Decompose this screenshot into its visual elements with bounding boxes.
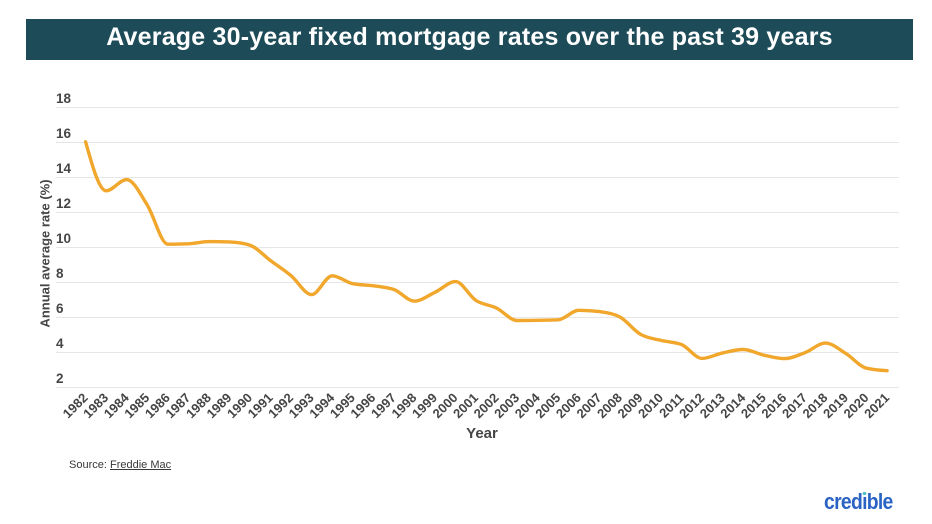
svg-text:16: 16 (56, 126, 72, 141)
svg-text:2: 2 (56, 371, 64, 386)
svg-text:12: 12 (56, 196, 71, 211)
svg-text:6: 6 (56, 301, 64, 316)
svg-text:4: 4 (56, 336, 64, 351)
svg-text:10: 10 (56, 231, 71, 246)
svg-text:18: 18 (56, 91, 72, 106)
svg-text:8: 8 (56, 266, 64, 281)
svg-text:2021: 2021 (861, 390, 892, 421)
svg-text:14: 14 (56, 161, 72, 176)
